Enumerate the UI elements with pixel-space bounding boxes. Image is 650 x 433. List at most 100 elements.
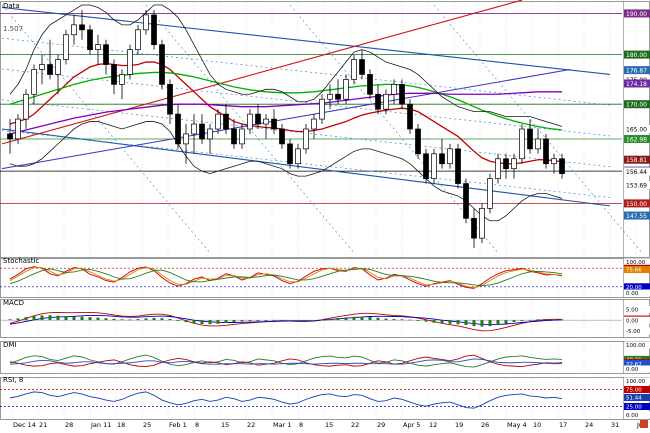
candle-body: [263, 118, 269, 125]
macd-histogram-bar: [8, 319, 12, 321]
x-tick-label: 22: [247, 421, 255, 429]
trend-line-dotted-steep: [289, 4, 499, 254]
stochastic-label-box: [624, 266, 650, 274]
x-tick-label: 19: [455, 421, 463, 429]
panel-title-stochastic: Stochastic: [3, 257, 39, 265]
dmi-label-box: [624, 360, 650, 368]
candle-body: [351, 59, 357, 80]
x-tick-label: 12: [429, 421, 437, 429]
candle-body: [335, 93, 341, 100]
price-label: 153.69: [626, 183, 647, 190]
macd-histogram-bar: [200, 320, 204, 324]
macd-histogram-bar: [40, 315, 44, 321]
candle-body: [87, 29, 93, 50]
macd-histogram-bar: [408, 319, 412, 321]
macd-histogram-bar: [96, 317, 100, 321]
macd-label: 0.00: [626, 318, 639, 324]
stochastic-label-box: [624, 289, 650, 297]
candle-body: [183, 133, 189, 145]
macd-histogram-bar: [472, 320, 476, 327]
trend-line-dotted: [1, 130, 611, 198]
macd-histogram-bar: [456, 320, 460, 325]
candle-body: [207, 128, 213, 140]
rsi-label-box: [624, 386, 650, 393]
candle-body: [159, 44, 165, 85]
x-tick-label: 8: [299, 421, 303, 429]
macd-histogram-bar: [104, 318, 108, 321]
x-tick-label: Dec 14: [13, 421, 36, 429]
price-label: 158.81: [626, 157, 647, 164]
price-label: 162.98: [626, 137, 647, 144]
macd-histogram-bar: [440, 320, 444, 324]
overlay-bb-upper: [9, 4, 563, 127]
candle-body: [511, 158, 517, 170]
candle-body: [79, 24, 85, 31]
overlay-ma-red: [9, 61, 563, 165]
macd-histogram-bar: [432, 320, 436, 323]
candle-body: [303, 128, 309, 150]
macd-label-box: [624, 316, 650, 324]
candle-body: [7, 133, 13, 140]
x-tick-label: Apr 5: [403, 421, 420, 429]
macd-histogram-bar: [24, 317, 28, 321]
candle-body: [359, 59, 365, 75]
macd-histogram-bar: [528, 319, 532, 321]
macd-histogram-bar: [368, 316, 372, 321]
price-label-box: [624, 155, 650, 164]
x-tick-label: 8: [195, 421, 199, 429]
macd-histogram-bar: [72, 316, 76, 321]
macd-histogram-bar: [192, 320, 196, 324]
price-label: 174.18: [626, 81, 647, 88]
rsi-line-0: [9, 391, 563, 409]
macd-label: 5.00: [626, 308, 639, 314]
candle-body: [343, 79, 349, 100]
stochastic-label-box: [624, 258, 650, 266]
panel-title-price: Data: [3, 2, 20, 10]
macd-histogram-bar: [240, 320, 244, 322]
macd-histogram-bar: [88, 317, 92, 321]
stochastic-line-1: [9, 267, 563, 289]
macd-histogram-bar: [56, 315, 60, 321]
candle-body: [383, 93, 389, 110]
macd-histogram-bar: [80, 316, 84, 321]
macd-label: -5.00: [626, 329, 641, 335]
macd-histogram-bar: [448, 320, 452, 324]
price-label-box: [624, 181, 650, 190]
x-tick-label: Feb 1: [169, 421, 187, 429]
price-label-box: [624, 135, 650, 144]
macd-histogram-bar: [504, 320, 508, 324]
value-labels: 190.00180.00176.87175.00174.18170.00165.…: [624, 9, 650, 419]
macd-histogram-bar: [352, 316, 356, 321]
price-label-box: [624, 125, 650, 133]
macd-histogram-bar: [416, 320, 420, 321]
candle-body: [399, 84, 405, 105]
macd-histogram-bar: [488, 320, 492, 327]
price-label-box: [624, 167, 650, 176]
candle-body: [247, 113, 253, 130]
candle-body: [391, 84, 397, 95]
candle-body: [31, 69, 37, 95]
price-label-box: [624, 66, 650, 75]
price-label: 147.55: [626, 213, 647, 220]
macd-line-1: [9, 314, 563, 326]
corner-marker: [640, 420, 648, 428]
stochastic-label: 100.00: [626, 260, 646, 266]
candle-body: [535, 138, 541, 150]
macd-histogram-bar: [328, 318, 332, 321]
price-label-box: [624, 75, 650, 84]
x-tick-label: 17: [559, 421, 567, 429]
candle-body: [95, 44, 101, 50]
x-tick-label: 18: [117, 421, 125, 429]
candle-body: [447, 148, 453, 165]
candle-body: [71, 24, 77, 36]
dmi-label-box: [624, 365, 650, 373]
rsi-label: 100.00: [626, 379, 646, 385]
price-label-box: [624, 79, 650, 88]
candle-body: [287, 143, 293, 165]
x-tick-label: May 4: [507, 421, 527, 429]
candle-body: [367, 74, 373, 95]
macd-histogram-bar: [392, 319, 396, 321]
trend-line-dotted-steep: [1, 4, 211, 254]
